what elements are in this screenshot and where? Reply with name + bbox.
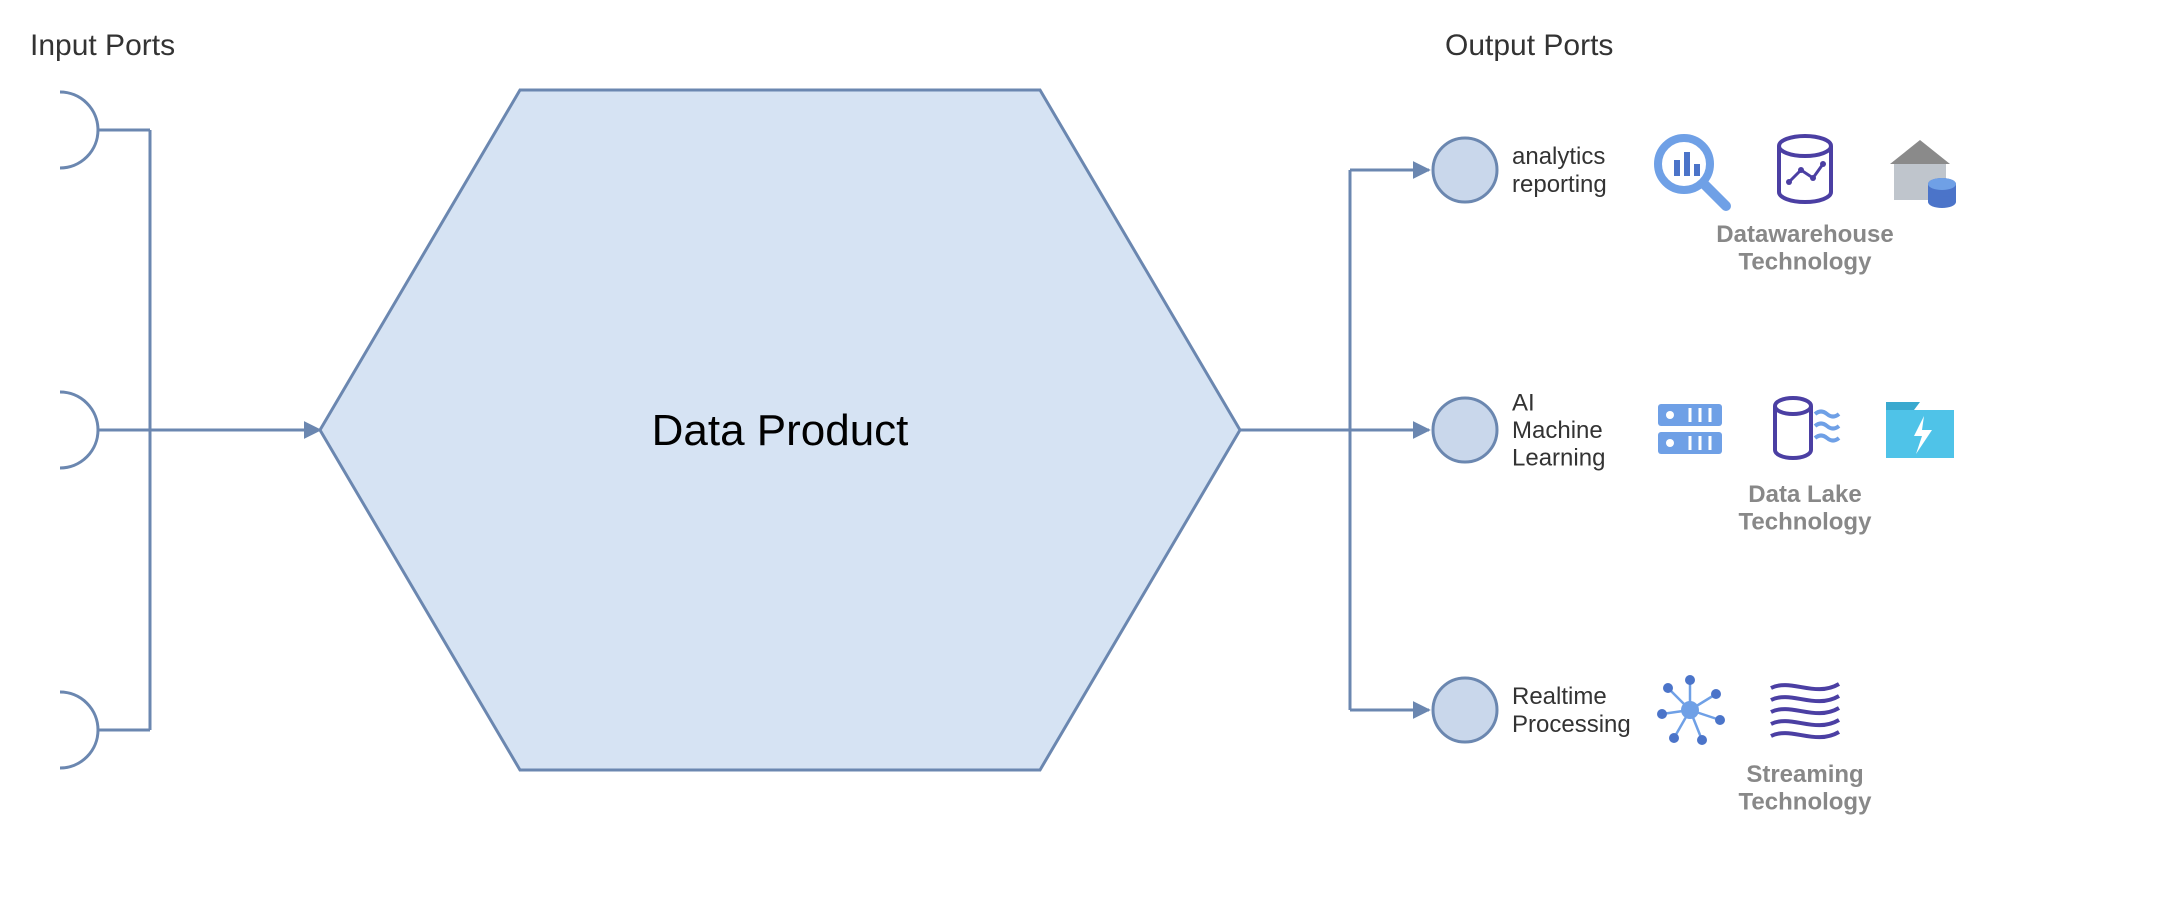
warehouse-icon bbox=[1890, 140, 1956, 208]
output-port-label: Processing bbox=[1512, 711, 1631, 738]
cylinder-waves-icon bbox=[1775, 398, 1839, 458]
tech-label: Data Lake bbox=[1748, 481, 1861, 508]
input-port-notch bbox=[60, 392, 98, 468]
hub-icon bbox=[1657, 675, 1725, 745]
tech-label: Datawarehouse bbox=[1716, 221, 1893, 248]
output-ports-title: Output Ports bbox=[1445, 29, 1613, 62]
flash-folder-icon bbox=[1886, 402, 1954, 458]
output-port-label: reporting bbox=[1512, 171, 1607, 198]
output-port-label: Learning bbox=[1512, 445, 1605, 472]
output-port-label: Realtime bbox=[1512, 683, 1607, 710]
magnifier-bars-icon bbox=[1658, 138, 1726, 206]
tech-label: Technology bbox=[1739, 789, 1873, 816]
tech-label: Streaming bbox=[1746, 761, 1863, 788]
tech-label: Technology bbox=[1739, 509, 1873, 536]
output-port-circle bbox=[1433, 138, 1497, 202]
input-port-notch bbox=[60, 92, 98, 168]
input-ports-title: Input Ports bbox=[30, 29, 175, 62]
output-port-circle bbox=[1433, 678, 1497, 742]
output-port-label: Machine bbox=[1512, 417, 1603, 444]
servers-icon bbox=[1658, 404, 1722, 454]
cylinder-graph-icon bbox=[1779, 136, 1831, 202]
input-port-notch bbox=[60, 692, 98, 768]
tech-label: Technology bbox=[1739, 249, 1873, 276]
output-port-label: analytics bbox=[1512, 143, 1605, 170]
output-port-label: AI bbox=[1512, 389, 1535, 416]
output-port-circle bbox=[1433, 398, 1497, 462]
stream-lines-icon bbox=[1771, 684, 1839, 737]
data-product-label: Data Product bbox=[652, 406, 909, 455]
